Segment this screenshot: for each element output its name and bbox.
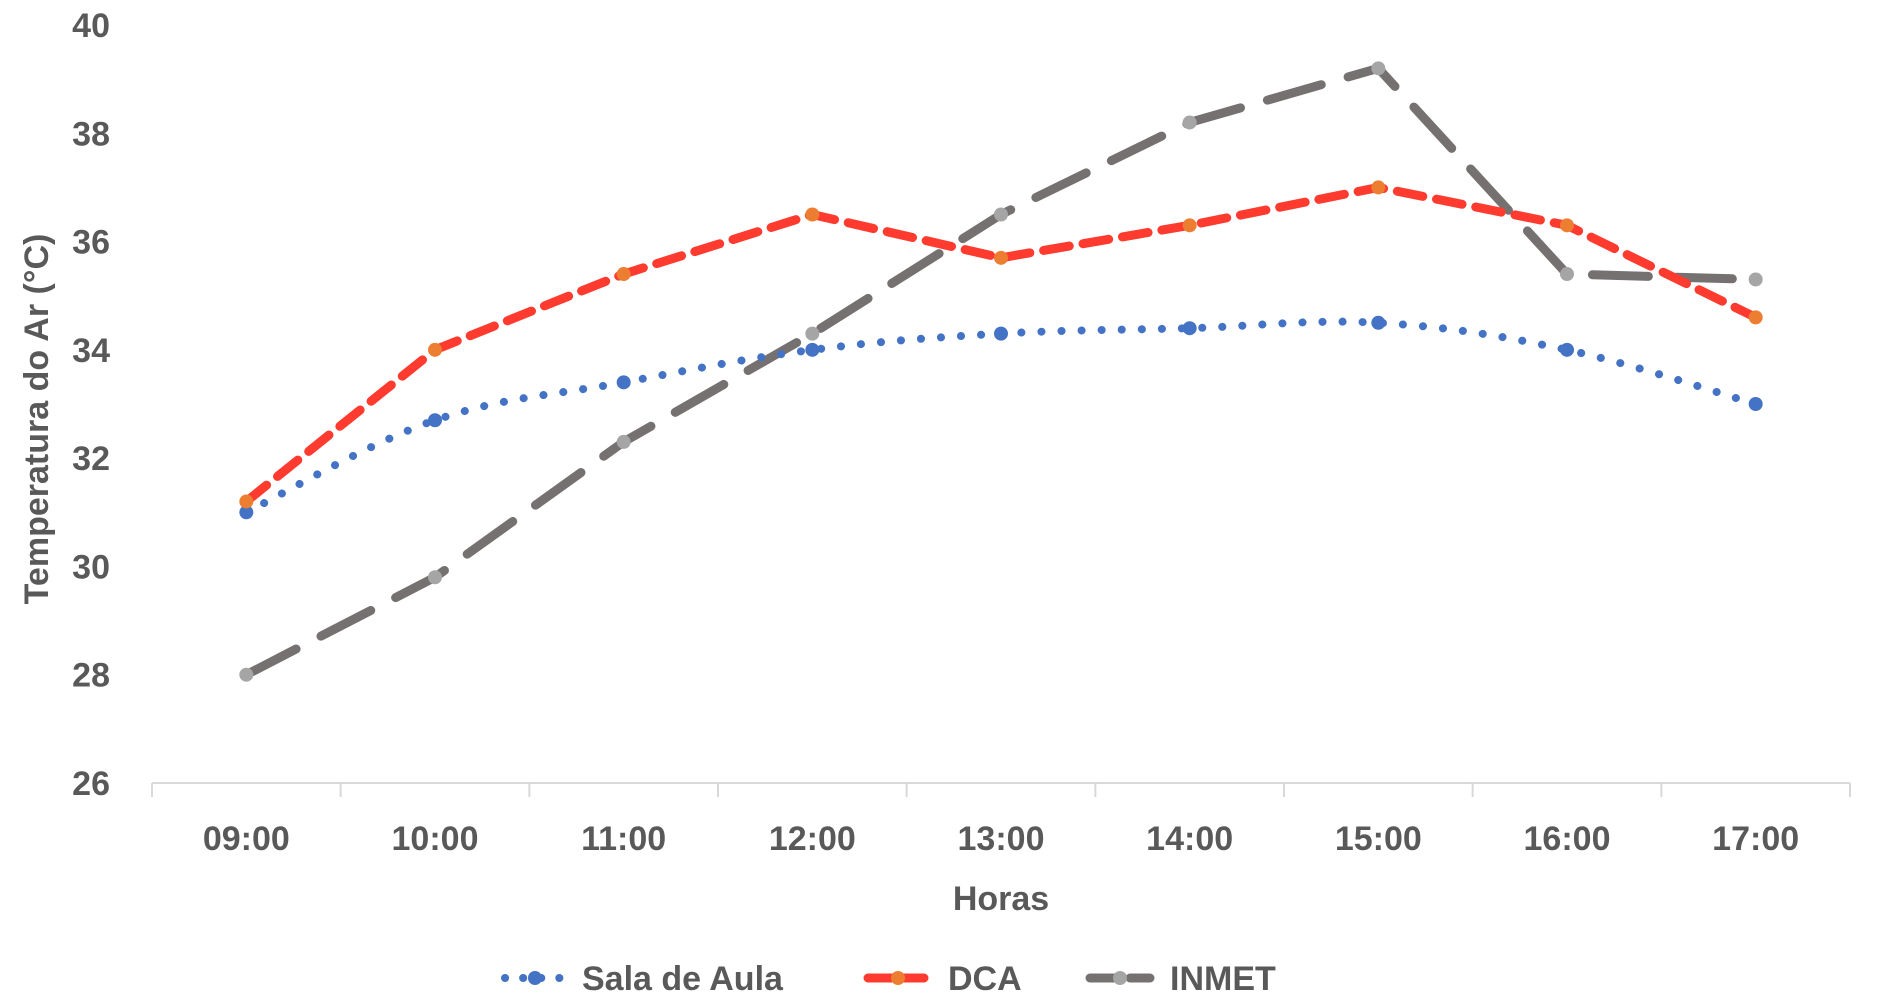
legend-swatch-marker [528, 971, 542, 985]
data-point-dca [1560, 218, 1574, 233]
y-tick-label: 34 [72, 332, 110, 370]
series-markers [239, 61, 1763, 682]
series-lines [241, 63, 1761, 680]
series-line-inmet [241, 63, 1761, 680]
legend-item-sala-de-aula: Sala de Aula [501, 960, 784, 998]
data-point-sala-de-aula [1748, 397, 1763, 411]
data-point-dca [805, 207, 820, 222]
legend-swatch-marker [1113, 971, 1127, 985]
data-point-dca [1182, 218, 1197, 233]
x-tick-label: 09:00 [203, 820, 290, 858]
data-point-inmet [1748, 272, 1763, 287]
data-point-inmet [805, 326, 820, 341]
data-point-sala-de-aula [616, 375, 631, 390]
data-point-sala-de-aula [239, 505, 254, 520]
y-tick-label: 36 [72, 224, 110, 262]
x-axis-title: Horas [953, 880, 1049, 918]
legend-item-inmet: INMET [1085, 960, 1276, 998]
data-point-dca [239, 494, 254, 509]
x-tick-label: 11:00 [581, 820, 666, 858]
data-point-inmet [428, 570, 442, 585]
x-axis-tick-labels: 09:00 10:00 11:00 12:00 13:00 14:00 15:00 16:00… [203, 820, 1799, 858]
data-point-inmet [616, 434, 631, 449]
y-axis-tick-labels: 26 28 30 32 34 36 38 40 [72, 7, 110, 803]
x-tick-label: 14:00 [1146, 820, 1233, 858]
y-tick-label: 28 [72, 657, 110, 695]
y-tick-label: 30 [72, 548, 110, 586]
data-point-dca [428, 342, 442, 357]
x-tick-label: 12:00 [769, 820, 856, 858]
legend: Sala de Aula DCA INMET [501, 960, 1276, 998]
data-point-inmet [1371, 61, 1386, 76]
x-tick-label: 17:00 [1712, 820, 1799, 858]
data-point-sala-de-aula [428, 413, 442, 428]
legend-label: INMET [1170, 960, 1276, 998]
data-point-sala-de-aula [1560, 342, 1574, 357]
data-point-inmet [1182, 115, 1197, 130]
data-point-inmet [994, 207, 1008, 222]
data-point-dca [994, 250, 1008, 265]
y-tick-label: 32 [72, 440, 110, 478]
y-axis-title: Temperatura do Ar (°C) [18, 234, 56, 605]
series-line-sala-de-aula [242, 317, 1760, 517]
data-point-sala-de-aula [1371, 315, 1386, 330]
y-tick-label: 40 [72, 7, 110, 45]
x-axis-ticks [151, 783, 1851, 797]
x-tick-label: 10:00 [392, 820, 479, 858]
y-tick-label: 38 [72, 115, 110, 153]
data-point-sala-de-aula [994, 326, 1008, 341]
x-tick-label: 16:00 [1524, 820, 1611, 858]
data-point-dca [1371, 180, 1386, 195]
y-tick-label: 26 [72, 765, 110, 803]
legend-item-dca: DCA [863, 960, 1022, 998]
x-tick-label: 13:00 [958, 820, 1045, 858]
data-point-dca [1748, 310, 1763, 325]
data-point-sala-de-aula [1182, 321, 1197, 336]
data-point-dca [616, 267, 631, 282]
data-point-sala-de-aula [805, 342, 820, 357]
legend-label: Sala de Aula [582, 960, 784, 998]
data-point-inmet [1560, 267, 1574, 282]
legend-label: DCA [948, 960, 1022, 998]
x-tick-label: 15:00 [1335, 820, 1422, 858]
data-point-inmet [239, 667, 254, 682]
legend-swatch-marker [891, 971, 905, 985]
